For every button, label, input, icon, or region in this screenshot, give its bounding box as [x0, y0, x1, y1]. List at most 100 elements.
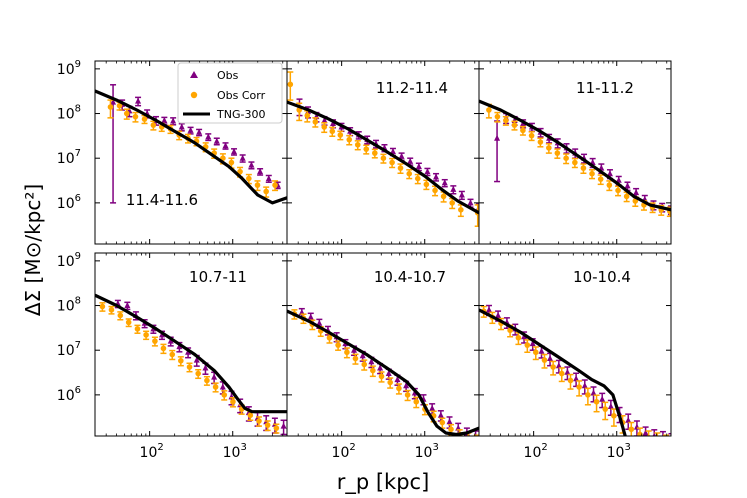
panel-3: 11-11.2 [478, 60, 672, 245]
panel-title: 10.7-11 [189, 268, 247, 286]
obs-point [429, 404, 436, 411]
obs-point [135, 97, 142, 104]
panel-title: 10-10.4 [573, 268, 631, 286]
obs-point [307, 313, 314, 320]
plot-area [95, 293, 287, 436]
obs-corr-point [326, 334, 333, 341]
obs-corr-point [623, 193, 630, 200]
obs-point [196, 128, 203, 135]
obs-point [248, 161, 255, 168]
tng-300-line [287, 100, 479, 215]
obs-corr-point [228, 159, 235, 166]
obs-corr-point [537, 139, 544, 145]
obs-point [394, 376, 401, 383]
obs-point [359, 352, 366, 359]
obs-point [398, 152, 405, 159]
obs-corr-point [615, 187, 621, 194]
obs-point [377, 364, 384, 371]
obs-corr-point [593, 398, 600, 405]
obs-corr-point [344, 349, 350, 356]
obs-corr-point [272, 182, 278, 188]
obs-corr-point [212, 384, 219, 390]
obs-corr-point [511, 122, 518, 128]
obs-point [222, 142, 229, 149]
obs-point [458, 191, 465, 198]
obs-point [219, 383, 226, 390]
obs-corr-point [474, 437, 480, 443]
obs-corr-point [186, 364, 193, 370]
obs-corr-point [108, 307, 115, 313]
obs-corr-point [439, 419, 446, 426]
obs-corr-point [380, 155, 387, 162]
obs-corr-point [602, 406, 609, 412]
x-tick-label: 102 [140, 442, 164, 461]
obs-point [615, 176, 622, 183]
obs-point [193, 356, 200, 363]
obs-point [407, 157, 414, 164]
obs-corr-point [363, 146, 370, 152]
obs-corr-point [404, 392, 411, 398]
obs-corr-point [354, 141, 361, 148]
panel-1: 11.4-11.6 106 107 108 109 [57, 59, 288, 245]
panel-title: 11.2-11.4 [376, 79, 448, 97]
obs-point [257, 168, 264, 175]
obs-corr-point [611, 412, 617, 419]
obs-corr-point [580, 165, 587, 171]
obs-corr-point [628, 426, 635, 433]
panel-frame [478, 60, 672, 245]
obs-point [642, 429, 649, 436]
y-tick-label: 108 [57, 296, 81, 315]
obs-corr-point [178, 357, 184, 364]
obs-corr-point [321, 124, 328, 130]
obs-corr-point [449, 200, 456, 206]
obs-corr-point [554, 150, 561, 156]
tng-300-line [479, 308, 627, 436]
obs-corr-point [494, 113, 501, 120]
panel-4: 10.7-11 102 103 106 107 108 109 [57, 251, 288, 461]
obs-point [124, 302, 131, 309]
obs-point [368, 358, 375, 365]
obs-point [178, 123, 185, 130]
obs-corr-point [99, 303, 106, 310]
obs-point [606, 170, 613, 177]
obs-corr-point [195, 370, 201, 377]
obs-point [441, 179, 448, 186]
obs-corr-point [387, 379, 393, 386]
obs-corr-point [134, 326, 141, 332]
plot-area [95, 84, 287, 205]
obs-corr-point [346, 136, 353, 143]
obs-corr-point [287, 81, 294, 88]
obs-point [581, 382, 588, 389]
obs-corr-point [256, 418, 262, 424]
obs-corr-point [585, 392, 591, 398]
x-tick-label: 102 [332, 442, 356, 461]
obs-corr-point [515, 334, 522, 341]
obs-corr-point [397, 165, 404, 171]
y-tick-label: 109 [57, 59, 81, 78]
obs-point [187, 126, 194, 133]
plot-area [479, 304, 671, 436]
obs-corr-point [116, 102, 123, 109]
obs-point [205, 133, 212, 140]
obs-corr-point [546, 145, 552, 151]
obs-corr-point [125, 319, 132, 326]
obs-point [467, 199, 474, 206]
obs-corr-point [486, 107, 492, 113]
obs-point [437, 411, 444, 418]
obs-point [167, 337, 174, 344]
obs-point [321, 116, 328, 123]
obs-corr-point [448, 426, 454, 433]
obs-point [424, 168, 431, 175]
obs-corr-point [160, 345, 167, 352]
obs-point [316, 319, 323, 326]
panel-frame [478, 252, 672, 437]
obs-point [231, 148, 238, 155]
obs-point [555, 362, 562, 369]
obs-corr-point [576, 384, 582, 390]
obs-corr-point [541, 357, 548, 363]
obs-point [599, 395, 606, 402]
obs-corr-point [169, 351, 176, 358]
panel-6: 10-10.4 102 103 [478, 252, 672, 461]
panel-title: 11-11.2 [576, 79, 634, 97]
x-tick-label: 103 [223, 442, 247, 461]
